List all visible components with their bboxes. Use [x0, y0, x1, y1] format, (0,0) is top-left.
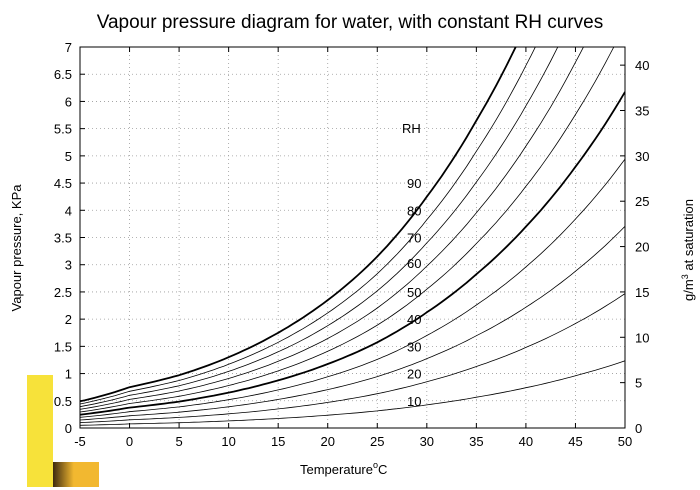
y2-tick-label: 5 — [635, 376, 642, 391]
rh-curve-70 — [80, 47, 584, 410]
y2-tick-label: 0 — [635, 421, 642, 436]
rh-curve-saturation — [80, 47, 517, 403]
grid-lines — [80, 47, 625, 428]
y-tick-label: 1.5 — [54, 339, 72, 354]
rh-curve-10 — [80, 360, 625, 426]
y-tick-label: 1 — [65, 367, 72, 382]
x-tick-label: -5 — [74, 434, 86, 449]
x-tick-label: 40 — [519, 434, 533, 449]
x-tick-label: 45 — [568, 434, 582, 449]
x-tick-label: 5 — [175, 434, 182, 449]
rh-curve-20 — [80, 293, 625, 424]
y2-tick-label: 10 — [635, 330, 649, 345]
y2-label-suffix: at saturation — [681, 199, 696, 274]
rh-curve-80 — [80, 47, 559, 408]
logo-bar — [27, 375, 53, 487]
x-axis-unit: C — [378, 462, 387, 477]
logo — [27, 375, 99, 487]
logo-accent — [53, 462, 99, 487]
y-tick-label: 4.5 — [54, 176, 72, 191]
y-tick-label: 2.5 — [54, 285, 72, 300]
axis-ticks: -5 0 5 10 15 20 25 30 35 40 45 5000.511.522.533.544… — [54, 40, 650, 449]
rh-annotation: RH — [402, 121, 421, 136]
rh-label-10: 10 — [407, 394, 421, 409]
x-axis-degree: o — [373, 460, 378, 470]
x-tick-label: 15 — [271, 434, 285, 449]
y2-tick-label: 40 — [635, 58, 649, 73]
x-axis-label: TemperatureoC — [300, 460, 387, 477]
y2-tick-label: 15 — [635, 285, 649, 300]
x-tick-label: 20 — [320, 434, 334, 449]
y-tick-label: 0.5 — [54, 394, 72, 409]
y-tick-label: 4 — [65, 203, 72, 218]
y-tick-label: 5.5 — [54, 122, 72, 137]
y2-axis-label: g/m3 at saturation — [680, 199, 696, 301]
rh-curve-40 — [80, 158, 625, 418]
y-tick-label: 5 — [65, 149, 72, 164]
rh-label-40: 40 — [407, 312, 421, 327]
x-tick-label: 10 — [221, 434, 235, 449]
x-axis-label-text: Temperature — [300, 462, 373, 477]
y2-tick-label: 25 — [635, 194, 649, 209]
x-tick-label: 50 — [618, 434, 632, 449]
y-tick-label: 6 — [65, 94, 72, 109]
rh-curve-30 — [80, 226, 625, 421]
y-axis-label: Vapour pressure, KPa — [9, 184, 24, 312]
x-tick-label: 0 — [126, 434, 133, 449]
y-tick-label: 6.5 — [54, 67, 72, 82]
rh-label-20: 20 — [407, 367, 421, 382]
rh-label-50: 50 — [407, 285, 421, 300]
rh-curve-90 — [80, 47, 536, 405]
rh-curves — [80, 47, 625, 426]
chart-title: Vapour pressure diagram for water, with … — [97, 12, 604, 33]
y-tick-label: 3 — [65, 258, 72, 273]
rh-label-70: 70 — [407, 231, 421, 246]
y2-label-m: m — [681, 279, 696, 290]
y-tick-label: 7 — [65, 40, 72, 55]
rh-label-30: 30 — [407, 339, 421, 354]
x-tick-label: 30 — [420, 434, 434, 449]
rh-labels: 10 20 30 40 50 60 70 80 90 — [407, 176, 421, 409]
y-tick-label: 0 — [65, 421, 72, 436]
y2-label-superscript: 3 — [680, 274, 690, 279]
rh-label-90: 90 — [407, 176, 421, 191]
y-tick-label: 2 — [65, 312, 72, 327]
y2-label-prefix: g — [681, 294, 696, 301]
y-tick-label: 3.5 — [54, 231, 72, 246]
x-tick-label: 25 — [370, 434, 384, 449]
rh-curve-50 — [80, 91, 625, 416]
y2-tick-label: 30 — [635, 149, 649, 164]
y2-tick-label: 35 — [635, 104, 649, 119]
rh-label-60: 60 — [407, 256, 421, 271]
y2-label-slash: / — [681, 290, 696, 294]
y2-tick-label: 20 — [635, 240, 649, 255]
x-tick-label: 35 — [469, 434, 483, 449]
rh-curve-60 — [80, 47, 615, 413]
rh-label-80: 80 — [407, 203, 421, 218]
